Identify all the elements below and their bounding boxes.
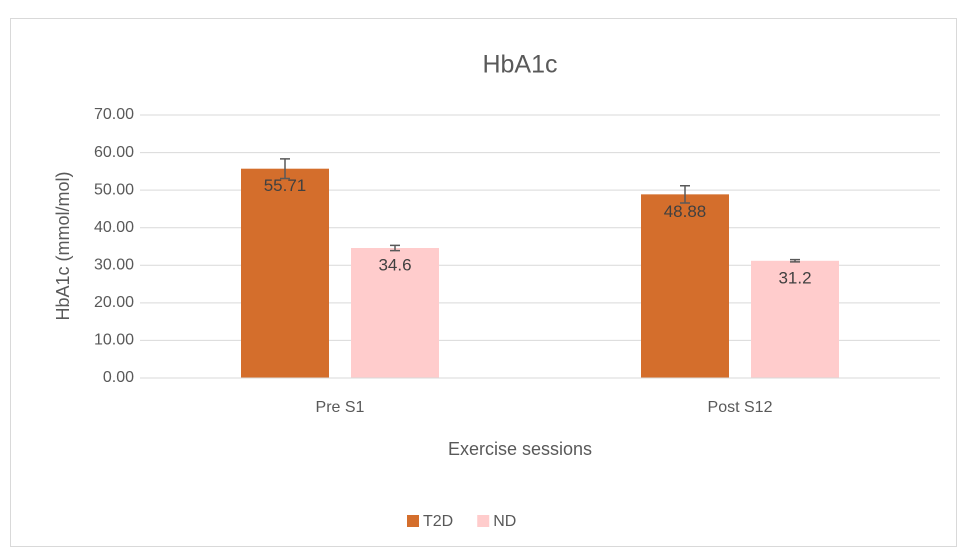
bar	[351, 248, 439, 378]
legend-swatch	[407, 515, 419, 527]
error-bar	[680, 184, 690, 204]
data-label: 55.71	[264, 176, 307, 195]
bar	[241, 168, 329, 378]
y-tick-label: 20.00	[94, 294, 134, 311]
data-label: 31.2	[778, 268, 811, 287]
y-tick-label: 60.00	[94, 144, 134, 161]
y-tick-label: 70.00	[94, 106, 134, 123]
x-axis-label: Exercise sessions	[448, 439, 592, 459]
bar	[751, 260, 839, 378]
y-tick-label: 50.00	[94, 181, 134, 198]
error-bar	[390, 244, 400, 252]
data-label: 34.6	[378, 255, 411, 274]
bar	[641, 194, 729, 378]
legend-swatch	[477, 515, 490, 527]
y-tick-label: 0.00	[103, 369, 134, 386]
data-label: 48.88	[664, 202, 707, 221]
legend-label: ND	[493, 513, 516, 530]
x-tick-label: Post S12	[708, 399, 773, 416]
x-tick-label: Pre S1	[316, 399, 365, 416]
chart-title: HbA1c	[482, 51, 557, 79]
y-tick-label: 30.00	[94, 257, 134, 274]
error-bar	[280, 158, 290, 180]
error-bar	[790, 258, 800, 263]
y-tick-label: 40.00	[94, 219, 134, 236]
legend-label: T2D	[423, 513, 453, 530]
y-tick-label: 10.00	[94, 332, 134, 349]
y-axis-label: HbA1c (mmol/mol)	[53, 171, 73, 320]
